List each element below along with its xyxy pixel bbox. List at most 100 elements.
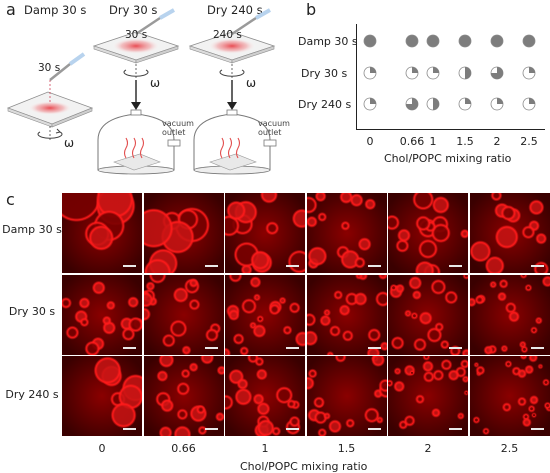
pie-marker-slice — [529, 98, 535, 104]
micrograph-tile — [62, 356, 142, 436]
scale-bar — [367, 346, 381, 349]
time-label-damp: 30 s — [38, 62, 61, 74]
micrograph-tile — [388, 274, 468, 355]
spin-coating-schematic — [6, 8, 277, 175]
x-tick-label: 1.5 — [456, 135, 474, 148]
pie-marker — [458, 34, 472, 48]
pie-marker — [405, 97, 419, 111]
substrate-plate — [188, 8, 276, 110]
omega-symbol: ω — [246, 76, 257, 90]
pie-marker-circle — [458, 34, 472, 48]
x-tick-label: 0.66 — [171, 442, 196, 455]
scale-bar — [449, 346, 462, 349]
pie-marker — [426, 97, 440, 111]
pie-marker-slice — [406, 98, 418, 110]
micrograph-tile — [225, 356, 305, 436]
scale-bar — [367, 265, 381, 267]
x-tick-label: 2.5 — [520, 135, 538, 148]
vacuum-outlet-label: vacuum outlet — [162, 119, 194, 137]
row-label-dry-240s: Dry 240 s — [5, 388, 59, 401]
pie-marker-slice — [497, 98, 503, 104]
pie-marker — [522, 34, 536, 48]
pie-marker — [490, 97, 504, 111]
micrograph-grid — [62, 193, 550, 438]
micrograph-tile — [388, 193, 468, 273]
micrograph-tile — [469, 193, 550, 273]
scale-bar — [123, 265, 136, 267]
pie-marker-slice — [465, 67, 471, 79]
scale-bar — [530, 428, 544, 430]
pie-marker-circle — [405, 34, 419, 48]
x-tick-label: 0 — [366, 135, 374, 148]
panel-b-axes — [356, 24, 545, 130]
pie-marker — [363, 66, 377, 80]
pie-marker — [458, 66, 472, 80]
pie-marker-slice — [412, 67, 418, 73]
x-tick-label: 0 — [98, 442, 106, 455]
pie-marker-circle — [522, 34, 536, 48]
pie-marker — [458, 97, 472, 111]
omega-symbol: ω — [64, 136, 75, 150]
scale-bar — [204, 346, 218, 349]
scale-bar — [204, 265, 218, 267]
pie-marker — [426, 34, 440, 48]
micrograph-tile — [143, 274, 224, 355]
time-label-dry30: 30 s — [125, 29, 148, 41]
micrograph-tile — [143, 356, 224, 436]
scale-bar — [530, 346, 544, 349]
scale-bar — [123, 428, 136, 430]
substrate-plate — [92, 8, 180, 110]
vacuum-label-line2: outlet — [258, 128, 282, 137]
title-damp-30s: Damp 30 s — [24, 3, 87, 17]
row-label-dry-240s: Dry 240 s — [298, 98, 352, 111]
row-label-dry-30s: Dry 30 s — [8, 305, 56, 318]
pie-marker-slice — [433, 98, 439, 110]
panel-letter-c: c — [6, 190, 15, 209]
x-tick-label: 2 — [424, 442, 432, 455]
pie-marker-circle — [426, 34, 440, 48]
time-label-dry240: 240 s — [213, 29, 242, 41]
micrograph-tile — [469, 274, 550, 355]
scale-bar — [204, 428, 218, 430]
x-tick-label: 0.66 — [399, 135, 425, 148]
micrograph-tile — [62, 193, 142, 273]
pie-marker — [363, 34, 377, 48]
pie-marker-circle — [490, 34, 504, 48]
panel-letter-a: a — [6, 0, 16, 19]
vacuum-chamber — [193, 109, 277, 175]
title-dry-240s: Dry 240 s — [207, 3, 263, 17]
vacuum-chamber — [97, 109, 181, 175]
pie-grid — [363, 34, 536, 111]
vacuum-outlet-label: vacuum outlet — [258, 119, 290, 137]
pie-marker — [522, 97, 536, 111]
scale-bar — [449, 265, 462, 267]
pie-marker-slice — [491, 67, 503, 79]
micrograph-tile — [225, 193, 305, 273]
pie-marker-slice — [370, 98, 376, 104]
x-tick-label: 1.5 — [337, 442, 356, 455]
micrograph-tile — [306, 193, 387, 273]
pie-marker — [490, 66, 504, 80]
omega-symbol: ω — [150, 76, 161, 90]
x-tick-label: 1 — [261, 442, 269, 455]
x-tick-label: 1 — [429, 135, 437, 148]
row-label-dry-30s: Dry 30 s — [301, 67, 348, 80]
micrograph-tile — [306, 356, 387, 436]
row-label-damp-30s: Damp 30 s — [2, 223, 62, 236]
x-tick-label: 2.5 — [500, 442, 519, 455]
vacuum-label-line1: vacuum — [162, 119, 194, 128]
micrograph-tile — [62, 274, 142, 355]
pie-marker — [522, 66, 536, 80]
substrate-plate — [6, 52, 94, 142]
title-dry-30s: Dry 30 s — [109, 3, 158, 17]
micrograph-tile — [225, 274, 305, 355]
scale-bar — [449, 428, 462, 430]
panel-b-x-label: Chol/POPC mixing ratio — [384, 152, 512, 165]
micrograph-tile — [306, 274, 387, 355]
pie-marker — [426, 66, 440, 80]
pie-marker-slice — [529, 67, 535, 73]
scale-bar — [286, 265, 299, 267]
scale-bar — [530, 265, 544, 267]
pie-marker-slice — [370, 67, 376, 73]
micrograph-tile — [469, 356, 550, 436]
